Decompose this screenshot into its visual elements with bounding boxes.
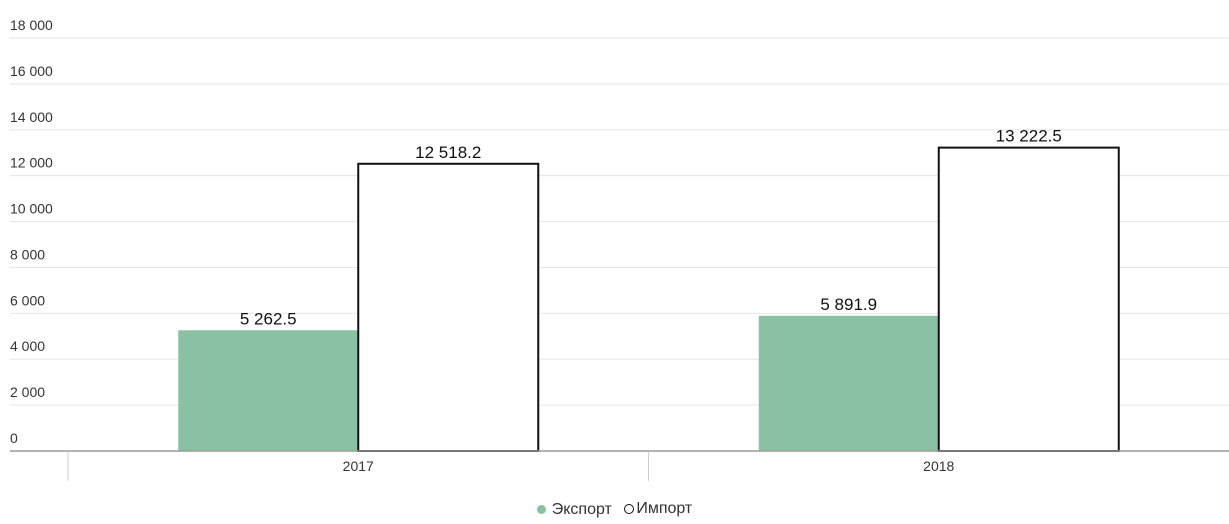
bars xyxy=(178,146,1120,452)
legend-import-label: Импорт xyxy=(636,500,693,517)
y-tick-label: 18 000 xyxy=(10,17,53,33)
legend-export-marker-icon xyxy=(536,505,546,514)
y-tick-label: 10 000 xyxy=(10,201,53,217)
y-tick-label: 4 000 xyxy=(10,338,45,354)
legend-item-export[interactable]: Экспорт xyxy=(536,500,612,519)
y-tick-label: 14 000 xyxy=(10,109,53,125)
y-tick-label: 2 000 xyxy=(10,384,45,400)
bar-export-2018[interactable] xyxy=(758,315,939,451)
y-tick-label: 12 000 xyxy=(10,155,53,171)
x-tick-label: 2018 xyxy=(923,458,954,474)
x-tick-label: 2017 xyxy=(343,458,374,474)
data-label-export-2018: 5 891.9 xyxy=(820,295,877,314)
legend: Экспорт Импорт xyxy=(0,500,1229,519)
y-axis-ticks: 0 2 000 4 000 6 000 8 000 10 000 12 000 14 000 1… xyxy=(10,17,53,446)
legend-export-label: Экспорт xyxy=(551,500,612,518)
data-labels: 5 262.5 12 518.2 5 891.9 13 222.5 xyxy=(240,127,1062,329)
x-axis: 2017 2018 xyxy=(10,450,1229,481)
data-label-export-2017: 5 262.5 xyxy=(240,309,297,328)
legend-import-marker-icon xyxy=(624,504,635,514)
y-tick-label: 8 000 xyxy=(10,246,45,262)
bar-import-2017[interactable] xyxy=(357,162,540,452)
y-tick-label: 0 xyxy=(10,430,18,446)
y-tick-label: 16 000 xyxy=(10,63,53,79)
data-label-import-2018: 13 222.5 xyxy=(996,127,1062,146)
data-label-import-2017: 12 518.2 xyxy=(415,143,481,162)
legend-item-import[interactable]: Импорт xyxy=(624,500,692,518)
bar-chart: 0 2 000 4 000 6 000 8 000 10 000 12 000 14 000 1… xyxy=(10,17,1229,481)
bar-import-2018[interactable] xyxy=(937,146,1120,452)
bar-export-2017[interactable] xyxy=(178,330,359,451)
y-tick-label: 6 000 xyxy=(10,292,45,308)
